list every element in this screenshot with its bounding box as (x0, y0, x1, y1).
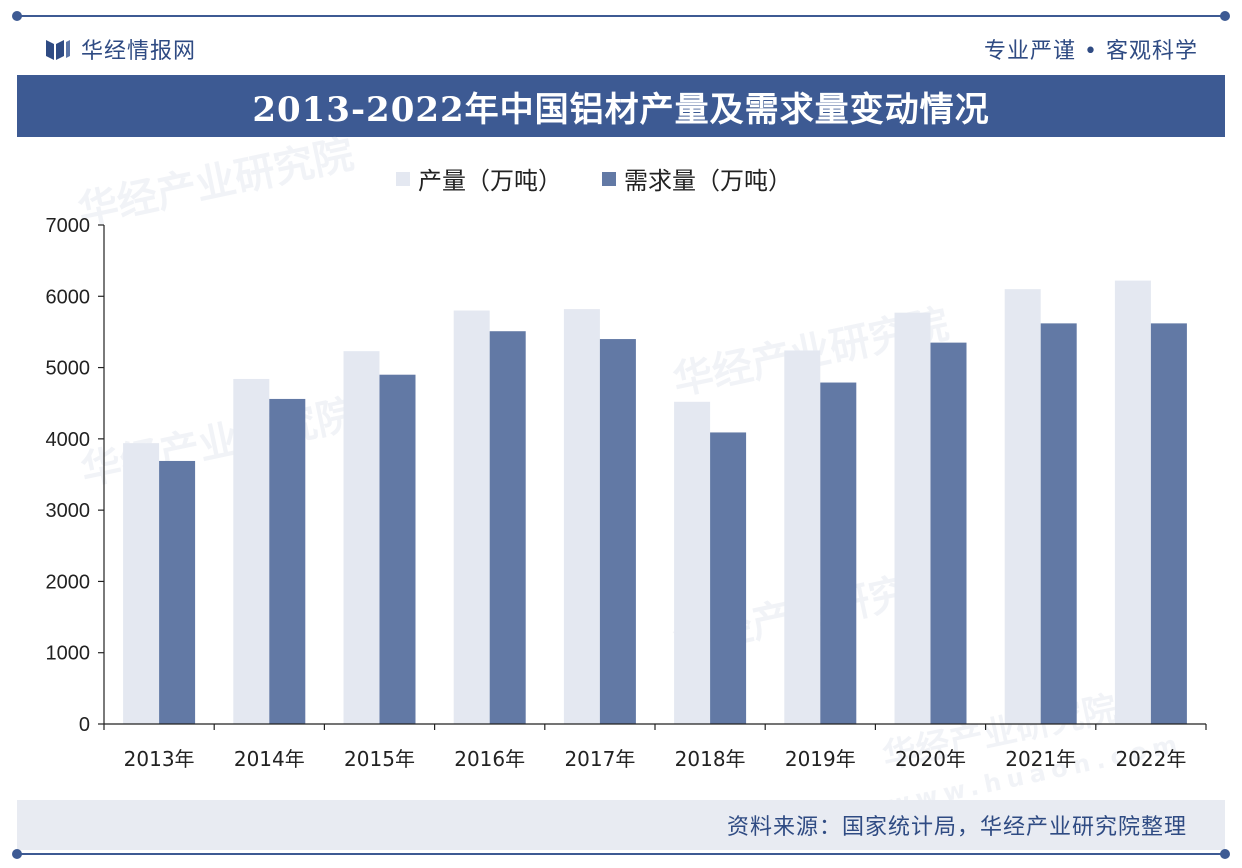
x-tick-label: 2019年 (785, 747, 856, 771)
x-tick-label: 2015年 (344, 747, 415, 771)
bar-production (1114, 280, 1151, 724)
y-tick-label: 5000 (46, 358, 91, 380)
chart-legend: 产量（万吨） 需求量（万吨） (396, 161, 832, 196)
bar-demand (379, 374, 416, 724)
y-tick-label: 0 (79, 714, 90, 736)
source-note: 资料来源：国家统计局，华经产业研究院整理 (726, 815, 1187, 840)
top-rule-right-dot (1220, 11, 1230, 21)
x-axis: 2013年 2014年 2015年 2016年 2017年 2018年 2019年 2020年… (103, 723, 1207, 771)
brand-name: 华经情报网 (81, 39, 197, 64)
source-banner: 资料来源：国家统计局，华经产业研究院整理 (17, 800, 1225, 850)
bottom-rule (17, 853, 1225, 855)
y-tick-label: 3000 (46, 500, 91, 522)
bar-demand (930, 342, 967, 724)
bar-production (233, 378, 270, 724)
top-rule-left-dot (12, 11, 22, 21)
y-tick-label: 1000 (46, 643, 91, 665)
bar-demand (159, 460, 196, 724)
y-axis: 0 1000 2000 3000 4000 5000 6000 7000 (46, 215, 105, 736)
bar-demand (1150, 323, 1187, 724)
legend-item-production: 产量（万吨） (396, 161, 562, 196)
bar-demand (489, 331, 526, 724)
y-tick-label: 4000 (46, 429, 91, 451)
slogan: 专业严谨 • 客观科学 (984, 39, 1198, 64)
x-tick-label: 2013年 (124, 747, 195, 771)
brand-logo-icon (46, 40, 70, 60)
chart-title: 2013-2022年中国铝材产量及需求量变动情况 (252, 89, 990, 130)
x-tick-label: 2022年 (1115, 747, 1186, 771)
y-tick-label: 6000 (46, 286, 91, 308)
x-tick-label: 2016年 (454, 747, 525, 771)
bar-production (1004, 289, 1041, 724)
bar-demand (710, 432, 747, 724)
legend-item-demand: 需求量（万吨） (602, 161, 792, 196)
bottom-rule-left-dot (12, 849, 22, 859)
legend-swatch-production (396, 171, 410, 186)
x-tick-label: 2020年 (895, 747, 966, 771)
x-tick-label: 2021年 (1005, 747, 1076, 771)
x-tick-label: 2017年 (564, 747, 635, 771)
x-tick-label: 2018年 (675, 747, 746, 771)
brand-logo: 华经情报网 (45, 33, 196, 65)
bar-production (563, 309, 600, 724)
legend-label-demand: 需求量（万吨） (624, 167, 792, 195)
bar-demand (820, 382, 857, 724)
bar-production (453, 310, 490, 724)
y-tick-label: 2000 (46, 571, 91, 593)
bars (123, 280, 1187, 724)
x-tick-label: 2014年 (234, 747, 305, 771)
bar-production (894, 312, 931, 724)
title-banner: 2013-2022年中国铝材产量及需求量变动情况 (17, 75, 1225, 137)
bar-production (784, 350, 821, 724)
bar-demand (269, 398, 306, 724)
bottom-rule-right-dot (1220, 849, 1230, 859)
y-tick-label: 7000 (46, 215, 91, 237)
legend-swatch-demand (602, 171, 616, 186)
bar-production (343, 351, 380, 724)
bar-production (674, 401, 711, 724)
bar-demand (599, 339, 636, 724)
top-rule (17, 15, 1225, 17)
bar-production (123, 443, 160, 724)
bar-demand (1040, 323, 1077, 724)
legend-label-production: 产量（万吨） (418, 167, 562, 195)
